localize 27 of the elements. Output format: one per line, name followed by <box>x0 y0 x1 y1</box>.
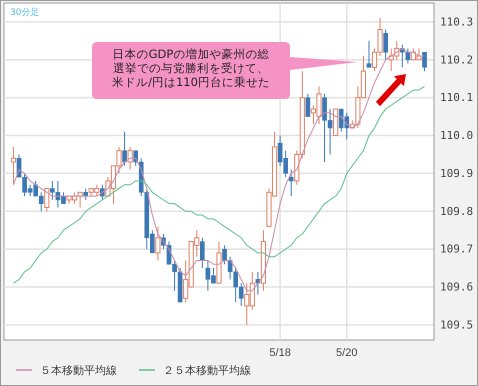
candlestick <box>306 93 310 118</box>
x-tick-label: 5/20 <box>336 346 358 359</box>
candlestick <box>44 188 50 212</box>
candlestick <box>10 146 16 186</box>
y-tick-label: 109.5 <box>440 318 474 332</box>
x-tick-label: 5/18 <box>269 346 291 359</box>
legend-label: ２５本移動平均線 <box>163 364 251 377</box>
y-tick-label: 109.6 <box>440 280 474 294</box>
y-tick-label: 109.8 <box>440 204 474 218</box>
candlestick <box>200 237 205 269</box>
candlestick <box>288 169 294 197</box>
candlestick <box>155 226 160 261</box>
candlestick <box>366 40 372 68</box>
candlestick <box>383 29 388 60</box>
annotation: 日本のGDPの増加や豪州の総選挙での与党勝利を受けて、米ドル/円は110円台に乗せた <box>112 47 270 89</box>
annotation: 30分足 <box>10 7 40 18</box>
legend-label: ５本移動平均線 <box>40 364 117 377</box>
candlestick <box>122 131 127 166</box>
y-tick-label: 109.7 <box>440 242 474 256</box>
y-tick-label: 109.9 <box>440 166 474 180</box>
candlestick <box>222 244 227 265</box>
y-tick-label: 110.0 <box>440 129 474 142</box>
y-tick-label: 110.3 <box>440 15 474 28</box>
y-tick-label: 110.2 <box>440 53 474 66</box>
candlestick <box>422 52 427 72</box>
y-tick-label: 110.1 <box>440 91 474 104</box>
candlestick <box>128 146 133 170</box>
